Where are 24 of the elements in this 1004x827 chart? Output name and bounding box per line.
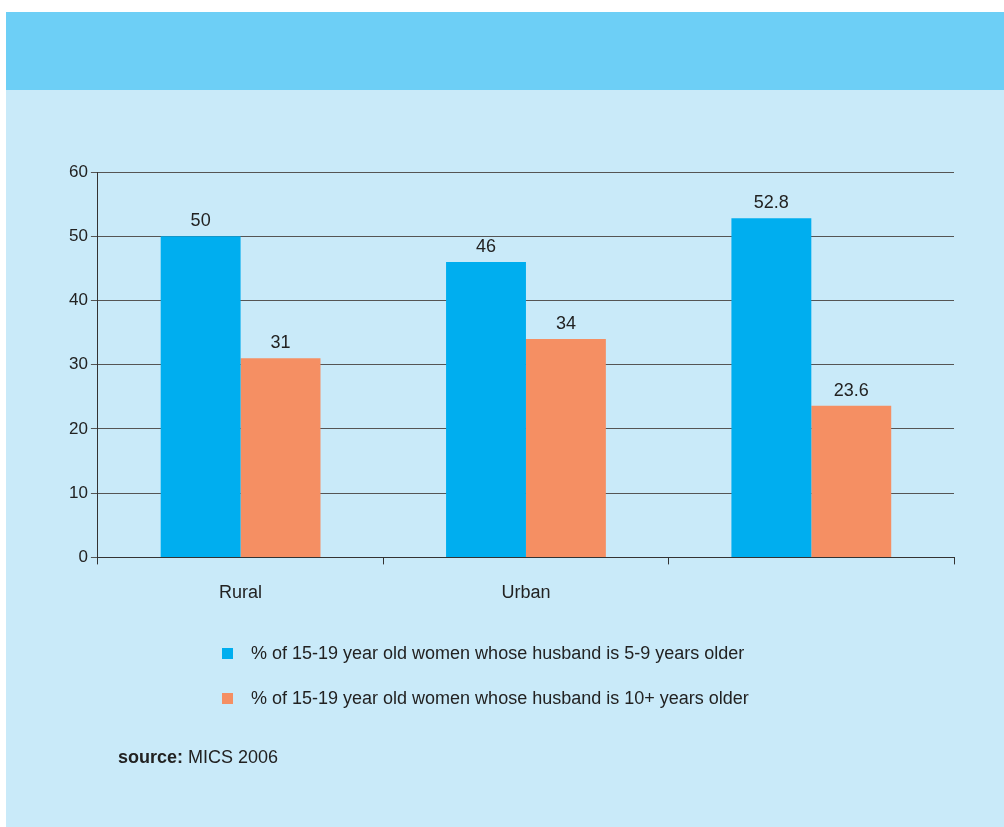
legend-label: % of 15-19 year old women whose husband is 10+ years older [251,687,749,709]
y-tick-label: 10 [68,482,88,502]
y-tick-label: 40 [68,290,88,310]
bar [446,261,526,557]
bar [731,218,812,557]
data-label: 46 [475,235,497,256]
y-tick-label: 20 [68,418,88,438]
data-label: 50 [190,210,211,231]
data-label: 31 [270,332,291,353]
bar [160,236,241,557]
y-tick-label: 0 [78,547,88,567]
legend-label: % of 15-19 year old women whose husband is 5-9 years older [251,642,745,664]
bar [811,405,892,557]
x-tick-label: Rural [219,582,263,603]
y-tick-label: 60 [68,161,88,181]
data-label: 52.8 [753,192,789,213]
data-label: 23.6 [833,379,869,400]
y-tick-label: 50 [68,225,88,245]
bar [240,358,321,557]
y-tick-label: 30 [68,354,88,374]
data-label: 34 [555,312,576,333]
bar [525,339,606,557]
x-tick-label: Urban [501,582,551,603]
source-note: source: MICS 2006 [118,747,279,768]
